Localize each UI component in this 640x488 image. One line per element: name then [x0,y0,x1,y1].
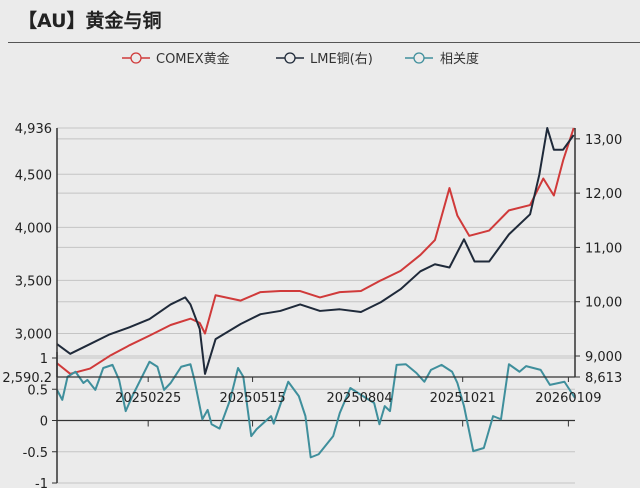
gold-series-line [56,127,575,375]
y-bottom-tick-label: -0.5 [23,446,48,461]
legend-copper-marker [284,52,296,64]
y-left-tick-label: 2,590.2 [2,371,52,386]
copper-series-line [56,127,575,375]
y-bottom-tick-label: -1 [35,477,48,488]
y-right-tick-label: 8,613 [585,371,622,386]
y-left-tick-label: 3,000 [15,328,52,343]
y-bottom-tick-label: 0 [40,415,48,430]
x-tick-label: 20250225 [115,391,181,406]
gridlines [57,127,575,484]
y-left-tick-label: 4,000 [15,221,52,236]
legend-corr-label: 相关度 [440,51,479,67]
title-divider [8,42,640,43]
legend-item-copper[interactable]: LME铜(右) [276,52,373,67]
plot-lines [56,127,576,459]
axes: 2,590.2 3,000 3,500 4,000 4,500 4,936 8,613 9,0… [2,122,622,488]
y-bottom-tick-label: 0.5 [27,383,48,398]
y-right-tick-label: 9,000 [585,350,622,365]
y-left-tick-label: 4,500 [15,168,52,183]
y-left-tick-label: 3,500 [15,274,52,289]
legend-gold-label: COMEX黄金 [156,51,230,67]
legend-item-gold[interactable]: COMEX黄金 [122,51,230,67]
legend: COMEX黄金 LME铜(右) 相关度 [122,51,479,67]
correlation-series-line [56,360,576,459]
y-right-tick-label: 12,00 [585,187,622,202]
page-title: 【AU】黄金与铜 [18,10,162,32]
y-left-tick-label: 4,936 [15,122,52,137]
y-right-tick-label: 11,00 [585,241,622,256]
x-tick-label: 20260109 [535,391,601,406]
y-right-tick-label: 13,00 [585,133,622,148]
x-tick-label: 20250515 [219,391,285,406]
x-tick-label: 20251021 [430,391,496,406]
legend-copper-label: LME铜(右) [310,52,373,67]
x-tick-label: 20250804 [327,391,393,406]
legend-gold-marker [130,52,142,64]
legend-corr-marker [413,52,425,64]
y-bottom-tick-label: 1 [40,352,48,367]
legend-item-correlation[interactable]: 相关度 [405,51,479,67]
y-right-tick-label: 10,00 [585,296,622,311]
